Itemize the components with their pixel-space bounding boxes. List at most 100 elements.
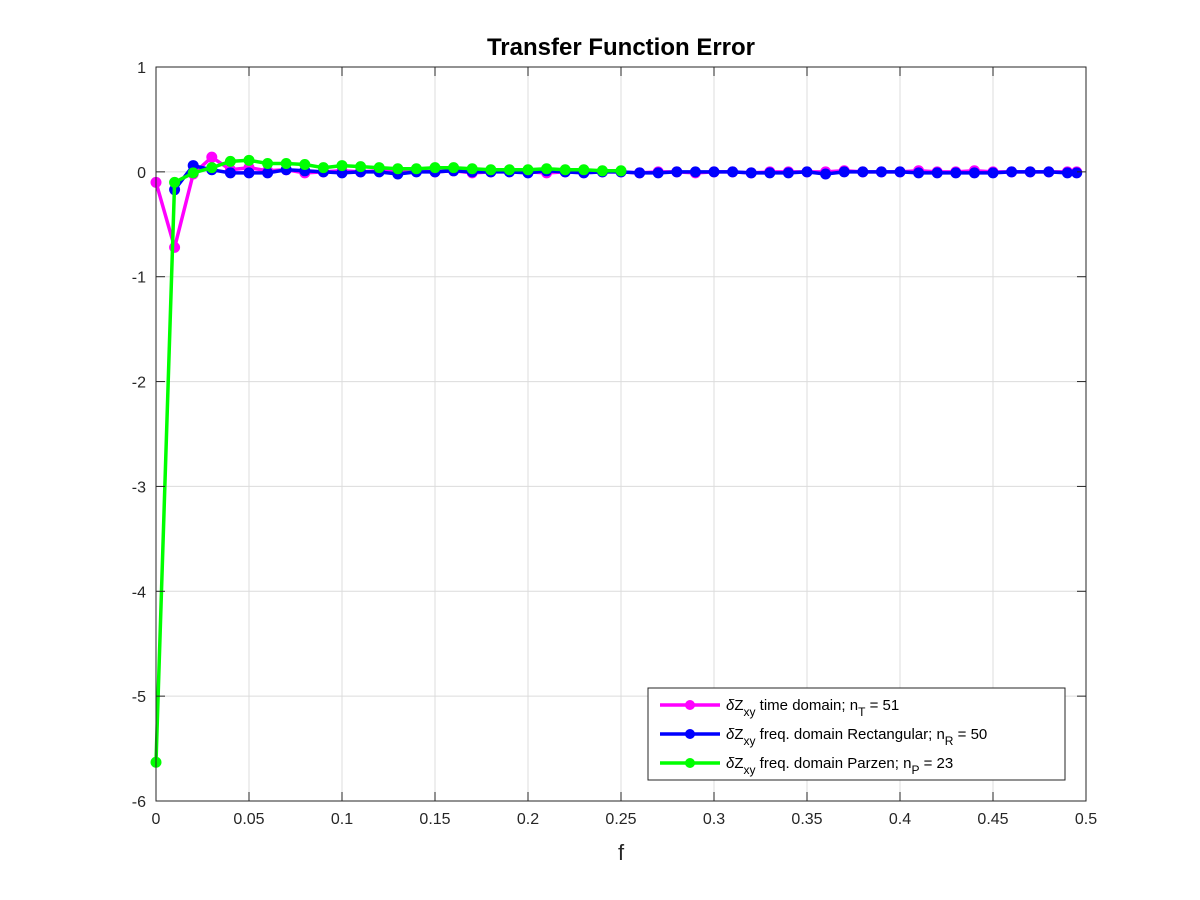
data-point bbox=[336, 160, 348, 172]
y-tick-label: 0 bbox=[137, 165, 146, 182]
data-point bbox=[262, 167, 274, 179]
data-point bbox=[782, 167, 794, 179]
data-point bbox=[1043, 166, 1055, 178]
legend-entry-3: δZxy freq. domain Parzen; nP = 23 bbox=[660, 755, 953, 777]
data-point bbox=[1024, 166, 1036, 178]
data-point bbox=[968, 167, 980, 179]
data-point bbox=[206, 162, 218, 174]
x-tick-label: 0.3 bbox=[703, 811, 725, 828]
legend-label-part: = 51 bbox=[865, 697, 899, 714]
y-tick-label: -3 bbox=[132, 479, 146, 496]
legend-label-part: freq. domain Rectangular; n bbox=[756, 726, 945, 743]
data-point bbox=[689, 166, 701, 178]
data-point bbox=[671, 166, 683, 178]
data-point bbox=[1006, 166, 1018, 178]
data-point bbox=[392, 163, 404, 175]
data-point bbox=[299, 159, 311, 171]
data-point bbox=[931, 167, 943, 179]
legend-label-part: = 50 bbox=[953, 726, 987, 743]
data-point bbox=[206, 151, 218, 163]
legend-label-part: δ bbox=[726, 697, 735, 714]
data-point bbox=[541, 163, 553, 175]
x-tick-label: 0.2 bbox=[517, 811, 539, 828]
data-point bbox=[875, 166, 887, 178]
legend-marker bbox=[685, 729, 695, 739]
data-point bbox=[224, 167, 236, 179]
data-point bbox=[224, 155, 236, 167]
data-point bbox=[1061, 167, 1073, 179]
legend-label-part: Z bbox=[734, 755, 743, 772]
legend-label-part: δ bbox=[726, 726, 735, 743]
legend-label-part: P bbox=[911, 763, 919, 777]
data-point bbox=[745, 167, 757, 179]
data-point bbox=[429, 162, 441, 174]
legend-label-part: R bbox=[945, 734, 954, 748]
legend-marker bbox=[685, 758, 695, 768]
data-point bbox=[913, 167, 925, 179]
data-point bbox=[857, 166, 869, 178]
y-tick-label: 1 bbox=[137, 60, 146, 77]
x-axis-label: f bbox=[618, 840, 625, 865]
data-point bbox=[522, 164, 534, 176]
data-point bbox=[355, 161, 367, 173]
data-point bbox=[801, 166, 813, 178]
series-layer bbox=[150, 151, 1083, 768]
legend-label: δZxy freq. domain Parzen; nP = 23 bbox=[726, 755, 953, 777]
data-point bbox=[243, 154, 255, 166]
data-point bbox=[373, 162, 385, 174]
legend-label-part: Z bbox=[734, 697, 743, 714]
legend-label: δZxy freq. domain Rectangular; nR = 50 bbox=[726, 726, 987, 748]
data-point bbox=[243, 167, 255, 179]
data-point bbox=[820, 168, 832, 180]
series-3 bbox=[150, 154, 627, 768]
x-tick-label: 0.15 bbox=[419, 811, 450, 828]
data-point bbox=[838, 166, 850, 178]
legend-label-part: xy bbox=[744, 763, 756, 777]
legend-label-part: = 23 bbox=[919, 755, 953, 772]
legend-label: δZxy time domain; nT = 51 bbox=[726, 697, 899, 719]
data-point bbox=[262, 157, 274, 169]
axes: 0 0.05 0.1 0.15 0.2 0.25 0.3 0.35 0.4 0.45 0.5 1 0 -1… bbox=[132, 60, 1097, 828]
data-point bbox=[187, 167, 199, 179]
y-tick-label: -2 bbox=[132, 375, 146, 392]
data-point bbox=[578, 164, 590, 176]
data-point bbox=[652, 167, 664, 179]
data-point bbox=[280, 157, 292, 169]
data-point bbox=[317, 162, 329, 174]
legend-label-part: xy bbox=[744, 705, 756, 719]
y-tick-label: -6 bbox=[132, 794, 146, 811]
data-point bbox=[727, 166, 739, 178]
data-point bbox=[950, 167, 962, 179]
x-tick-label: 0 bbox=[152, 811, 161, 828]
x-tick-label: 0.35 bbox=[791, 811, 822, 828]
x-tick-label: 0.1 bbox=[331, 811, 353, 828]
x-tick-label: 0.5 bbox=[1075, 811, 1097, 828]
data-point bbox=[764, 167, 776, 179]
data-point bbox=[485, 164, 497, 176]
legend-label-part: xy bbox=[744, 734, 756, 748]
y-tick-label: -5 bbox=[132, 689, 146, 706]
x-tick-label: 0.05 bbox=[233, 811, 264, 828]
data-point bbox=[615, 165, 627, 177]
data-point bbox=[410, 163, 422, 175]
data-point bbox=[448, 162, 460, 174]
data-point bbox=[987, 167, 999, 179]
data-point bbox=[708, 166, 720, 178]
legend-label-part: freq. domain Parzen; n bbox=[756, 755, 912, 772]
data-point bbox=[894, 166, 906, 178]
legend-label-part: time domain; n bbox=[756, 697, 859, 714]
x-tick-label: 0.25 bbox=[605, 811, 636, 828]
chart-title: Transfer Function Error bbox=[487, 34, 755, 61]
data-point bbox=[596, 165, 608, 177]
x-tick-label: 0.4 bbox=[889, 811, 911, 828]
legend-label-part: δ bbox=[726, 755, 735, 772]
legend-label-part: T bbox=[858, 705, 866, 719]
y-tick-label: -4 bbox=[132, 584, 146, 601]
data-point bbox=[169, 176, 181, 188]
legend-entry-2: δZxy freq. domain Rectangular; nR = 50 bbox=[660, 726, 987, 748]
data-point bbox=[559, 164, 571, 176]
legend-entry-1: δZxy time domain; nT = 51 bbox=[660, 697, 899, 719]
x-tick-label: 0.45 bbox=[977, 811, 1008, 828]
